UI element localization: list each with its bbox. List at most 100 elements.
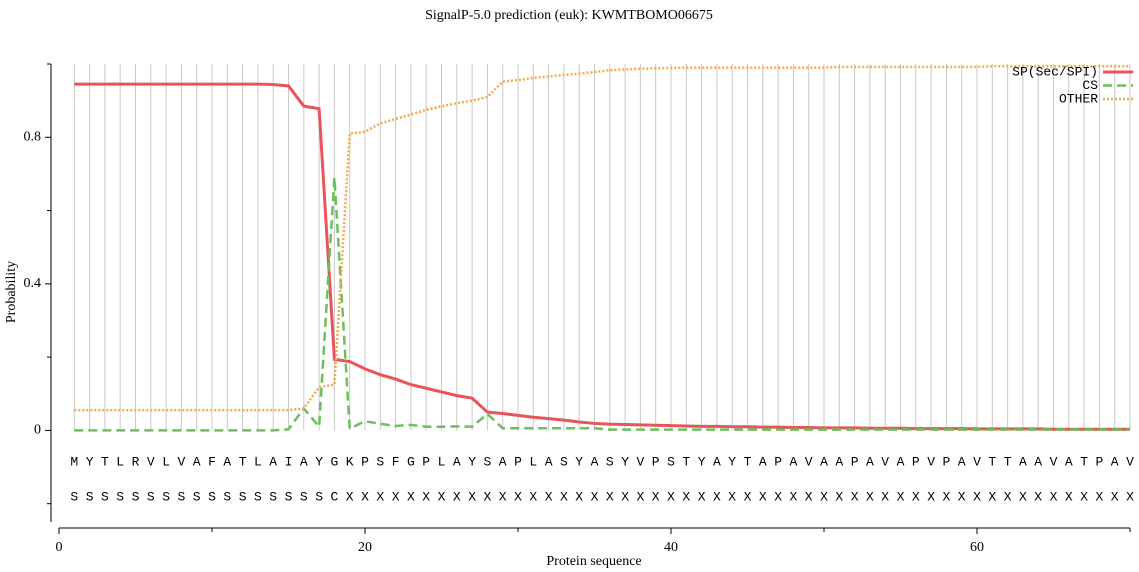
residue: P: [361, 454, 369, 469]
annotation: X: [881, 489, 889, 504]
residue: P: [774, 454, 782, 469]
annotation: X: [483, 489, 491, 504]
residue: L: [254, 454, 262, 469]
annotation: S: [70, 489, 78, 504]
annotation: X: [514, 489, 522, 504]
annotation: X: [453, 489, 461, 504]
annotation: X: [346, 489, 354, 504]
annotation: X: [591, 489, 599, 504]
residue: A: [835, 454, 843, 469]
y-tick-label: 0.8: [24, 129, 42, 144]
residue: A: [1034, 454, 1042, 469]
residue: R: [132, 454, 140, 469]
residue: V: [805, 454, 813, 469]
annotation: S: [254, 489, 262, 504]
annotation: X: [499, 489, 507, 504]
residue: P: [652, 454, 660, 469]
series-line: [74, 64, 1130, 412]
annotation: S: [285, 489, 293, 504]
annotation: X: [407, 489, 415, 504]
residue: S: [560, 454, 568, 469]
y-axis-label: Probability: [4, 261, 19, 323]
residue: A: [1019, 454, 1027, 469]
annotation: X: [667, 489, 675, 504]
residue: P: [514, 454, 522, 469]
annotation: X: [438, 489, 446, 504]
annotation: X: [789, 489, 797, 504]
residue: A: [545, 454, 553, 469]
annotation: S: [193, 489, 201, 504]
residue: P: [422, 454, 430, 469]
annotation: X: [1080, 489, 1088, 504]
residue: V: [927, 454, 935, 469]
annotation: X: [988, 489, 996, 504]
residue: A: [1065, 454, 1073, 469]
residue: S: [606, 454, 614, 469]
residue: G: [407, 454, 415, 469]
annotation: X: [744, 489, 752, 504]
residue: F: [208, 454, 216, 469]
series-line: [74, 82, 1130, 431]
residue: M: [70, 454, 78, 469]
residue: A: [759, 454, 767, 469]
annotation: S: [132, 489, 140, 504]
annotation: S: [177, 489, 185, 504]
y-tick-label: 0.4: [24, 276, 42, 291]
annotation: X: [851, 489, 859, 504]
annotation: X: [361, 489, 369, 504]
y-tick-label: 0: [34, 423, 41, 438]
residue: A: [866, 454, 874, 469]
annotation: X: [560, 489, 568, 504]
annotation: S: [300, 489, 308, 504]
residue: V: [636, 454, 644, 469]
annotation: X: [468, 489, 476, 504]
residue: A: [789, 454, 797, 469]
residue: Y: [468, 454, 476, 469]
legend-label: SP(Sec/SPI): [1012, 64, 1098, 79]
annotation: X: [927, 489, 935, 504]
annotation: X: [1034, 489, 1042, 504]
annotation: X: [820, 489, 828, 504]
residue: V: [177, 454, 185, 469]
legend-label: CS: [1082, 78, 1098, 93]
x-tick-label: 40: [664, 540, 678, 555]
annotation: X: [682, 489, 690, 504]
annotation: X: [897, 489, 905, 504]
annotation: X: [973, 489, 981, 504]
residue: T: [101, 454, 109, 469]
annotation: X: [545, 489, 553, 504]
annotation: S: [208, 489, 216, 504]
residue: A: [223, 454, 231, 469]
annotation: X: [1050, 489, 1058, 504]
annotation: S: [223, 489, 231, 504]
annotation: X: [942, 489, 950, 504]
residue: L: [162, 454, 170, 469]
residue: A: [453, 454, 461, 469]
residue: V: [1050, 454, 1058, 469]
residue: T: [744, 454, 752, 469]
residue: P: [851, 454, 859, 469]
x-axis-label: Protein sequence: [546, 554, 641, 569]
annotation: X: [728, 489, 736, 504]
annotation: S: [101, 489, 109, 504]
annotation: X: [652, 489, 660, 504]
residue: A: [1111, 454, 1119, 469]
residue: Y: [86, 454, 94, 469]
annotation: X: [376, 489, 384, 504]
residue: I: [285, 454, 293, 469]
annotation: X: [1095, 489, 1103, 504]
annotation: S: [269, 489, 277, 504]
residue: P: [942, 454, 950, 469]
residue: A: [958, 454, 966, 469]
residue: G: [330, 454, 338, 469]
annotation: X: [1111, 489, 1119, 504]
residue: T: [239, 454, 247, 469]
annotation: S: [86, 489, 94, 504]
residue: S: [376, 454, 384, 469]
annotation: X: [759, 489, 767, 504]
annotation: X: [392, 489, 400, 504]
residue: P: [912, 454, 920, 469]
residue: T: [1004, 454, 1012, 469]
x-tick-label: 20: [358, 540, 372, 555]
